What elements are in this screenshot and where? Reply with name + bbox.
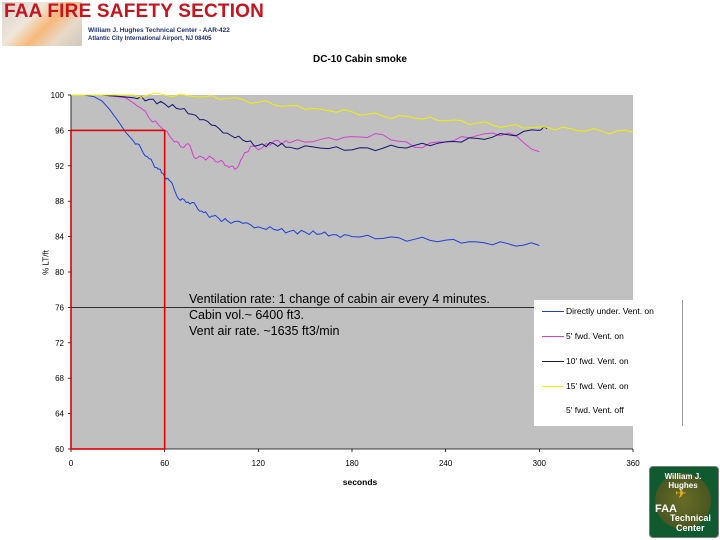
- y-tick-label: 84: [55, 233, 64, 242]
- airplane-icon: ✈: [675, 485, 687, 501]
- chart-title: DC-10 Cabin smoke: [313, 54, 407, 65]
- badge-faa-text: FAA: [655, 503, 677, 515]
- legend-label: 5' fwd. Vent. off: [566, 405, 624, 415]
- annotation-line-1: Ventilation rate: 1 change of cabin air …: [189, 292, 490, 306]
- y-tick-label: 60: [55, 445, 64, 454]
- badge-top-text: William J. Hughes: [664, 472, 702, 490]
- x-tick-label: 120: [252, 459, 266, 468]
- series-line: [71, 94, 540, 170]
- y-tick-label: 76: [55, 303, 64, 312]
- header-banner: FAA FIRE SAFETY SECTION William J. Hughe…: [0, 0, 720, 50]
- legend-border: [682, 300, 683, 426]
- x-axis-label: seconds: [342, 477, 378, 487]
- legend-item: Directly under. Vent. on: [542, 306, 654, 320]
- y-tick-label: 92: [55, 162, 64, 171]
- fire-logo-image: [2, 2, 82, 46]
- y-tick-label: 96: [55, 126, 64, 135]
- x-tick-label: 300: [533, 459, 547, 468]
- legend-item: 5' fwd. Vent. off: [542, 405, 624, 419]
- legend-item: 5' fwd. Vent. on: [542, 331, 624, 345]
- legend-label: 15' fwd. Vent. on: [566, 381, 629, 391]
- ventilation-annotation: Ventilation rate: 1 change of cabin air …: [189, 291, 490, 339]
- legend-label: 5' fwd. Vent. on: [566, 331, 624, 341]
- x-tick-label: 240: [439, 459, 453, 468]
- section-title: FAA FIRE SAFETY SECTION: [4, 1, 265, 22]
- legend-swatch: [542, 336, 564, 338]
- y-tick-label: 64: [55, 410, 64, 419]
- annotation-line-3: Vent air rate. ~1635 ft3/min: [189, 324, 340, 338]
- badge-center-text: Center: [676, 523, 705, 533]
- badge-technical-text: Technical: [670, 513, 711, 523]
- y-tick-label: 80: [55, 268, 64, 277]
- header-subtitle-2: Atlantic City International Airport, NJ …: [88, 36, 212, 42]
- y-tick-label: 100: [51, 91, 65, 100]
- annotation-line-2: Cabin vol.~ 6400 ft3.: [189, 308, 305, 322]
- legend-swatch: [542, 410, 564, 412]
- legend-swatch: [542, 311, 564, 313]
- header-subtitle-1: William J. Hughes Technical Center - AAR…: [88, 27, 230, 34]
- legend-swatch: [542, 386, 564, 388]
- x-tick-label: 60: [160, 459, 169, 468]
- badge-emblem: [651, 468, 715, 534]
- legend-swatch: [542, 361, 564, 363]
- x-tick-label: 360: [626, 459, 640, 468]
- x-tick-label: 180: [345, 459, 359, 468]
- y-axis-label: % LT/ft: [41, 250, 51, 275]
- y-tick-label: 68: [55, 374, 64, 383]
- series-line: [71, 94, 540, 247]
- highlight-box: [70, 129, 166, 450]
- legend-item: 15' fwd. Vent. on: [542, 381, 629, 395]
- x-tick-label: 0: [69, 459, 74, 468]
- y-tick-label: 88: [55, 197, 64, 206]
- series-line: [71, 94, 548, 152]
- y-tick-label: 72: [55, 339, 64, 348]
- legend-label: Directly under. Vent. on: [566, 306, 654, 316]
- legend-label: 10' fwd. Vent. on: [566, 356, 629, 366]
- legend-item: 10' fwd. Vent. on: [542, 356, 629, 370]
- legend: Directly under. Vent. on 5' fwd. Vent. o…: [534, 300, 684, 426]
- series-line: [71, 92, 634, 135]
